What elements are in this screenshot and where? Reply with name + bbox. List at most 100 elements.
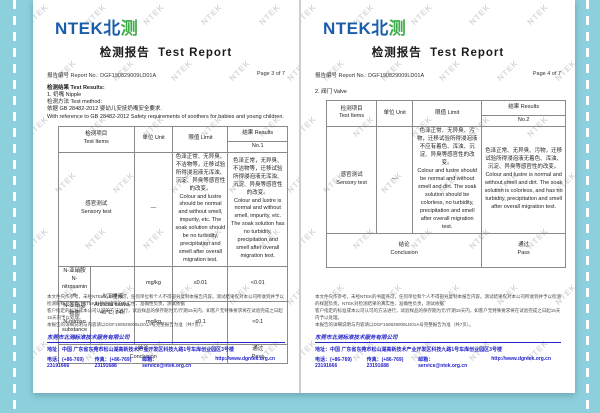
- logo-text-ntek: NTEK: [323, 19, 372, 38]
- cell-nitroso-unit: mg/kg: [133, 301, 174, 345]
- footer-contact-row: 电话：(+86-769) 23191666 传真：(+86-769) 23191…: [47, 356, 285, 369]
- report-sheets: NTEK NTEK NTEK NTEK NTEK NTEK NTEK NTEK NTEK NTEK…: [33, 0, 575, 393]
- header-results: 结果 Results: [227, 125, 288, 142]
- nitrosamine-en: N-nitrosamine: [61, 276, 88, 299]
- report-page-4: NTEK NTEK NTEK NTEK NTEK NTEK NTEK NTEK NTEK NTEK…: [301, 0, 575, 393]
- method-cn: 依据 GB 28482-2012 婴幼儿安抚奶嘴安全要求.: [47, 106, 162, 113]
- cell-sensory-unit: —: [133, 151, 174, 268]
- cell-conclusion-verdict: 通过 Pass: [481, 232, 566, 268]
- sample-line: 1. 奶嘴 Nipple: [47, 92, 82, 99]
- sensory-limit-cn: 色泽正常、无异臭、污物，迁移试验所得浸泡液不应有着色、浑浊、沉淀、异臭等感官性的…: [416, 127, 478, 166]
- disclaimer-line-3: 本报告的详细说明与内容请以DGF190829009LD01A号完整报告为准（共7…: [315, 322, 474, 328]
- nitroso-en2: substances: [61, 327, 88, 341]
- cell-nitroso-name: N-亚硝基物质 N-nitroso substances: [57, 301, 92, 345]
- conclusion-cn: 结论: [398, 242, 410, 249]
- page-title: 检测报告 Test Report: [47, 44, 285, 60]
- cell-nitrosamine-unit: mg/kg: [133, 266, 174, 303]
- footer-tel: 电话：(+86-769) 23191666: [47, 357, 84, 369]
- cell-conclusion-label: 结论 Conclusion: [325, 232, 483, 268]
- footer-website: http://www.dgntek.org.cn: [215, 356, 275, 362]
- report-meta-row: 报告编号 Report No.: DGF190829009LD01A Page …: [47, 71, 285, 79]
- cell-sensory-name: 感官测试 Sensory test: [58, 151, 135, 268]
- sensory-result-en: Colour and lustre is normal and without …: [230, 197, 285, 260]
- footer-address: 地址：中国 广东省东莞市松山湖高新技术产业开发区科技九路1号车库创业园区3号楼: [315, 347, 502, 353]
- cell-sensory-unit: —: [376, 125, 414, 234]
- condition-temp: 40℃, 24h: [100, 309, 125, 316]
- header-results-no: No.2: [481, 115, 566, 127]
- title-en: Test Report: [430, 47, 505, 59]
- sensory-name-en: Sensory test: [80, 209, 112, 216]
- disclaimer-line-1: 本文件只作参考，未经NTEK的书面许可，任何单位和个人不得部分复制本报告内容。测…: [47, 294, 284, 307]
- header-limit: 限值 Limit: [412, 100, 483, 127]
- header-results: 结果 Results: [481, 100, 566, 116]
- sensory-result-cn: 色泽正常、无异臭、污物，迁移试验所得浸泡液无着色、浑浊、沉淀、异臭等感官性的改变…: [485, 147, 563, 170]
- cell-nitrosamine-result: <0.01: [227, 266, 288, 303]
- page-indicator: Page 3 of 7: [256, 71, 285, 77]
- header-test-items-cn: 检测项目: [340, 105, 363, 112]
- header-test-items-en: Test Items: [339, 113, 365, 120]
- nitroso-cn: N-亚硝基物质: [63, 303, 86, 318]
- conclusion-cn: 结论: [137, 345, 149, 352]
- test-results-table-nipple: 检测项目 Test Items 单位 Unit 限值 Limit 结果 Resu…: [57, 125, 288, 364]
- footer-company-name: 东莞市北测标准技术服务有限公司: [315, 333, 561, 343]
- cell-sensory-result: 色泽正常、无异臭、污物，迁移试验所得浸泡液无着色、浑浊、沉淀、异臭等感官性的改变…: [481, 125, 566, 234]
- ntek-logo: NTEK北测: [323, 20, 561, 37]
- report-number: 报告编号 Report No.: DGF190829009LD01A: [315, 73, 425, 79]
- condition-cn: 人工唾液: [101, 293, 124, 300]
- sensory-limit-en: Colour and lustre should be normal and w…: [417, 167, 477, 230]
- section-valve: 2. 阀门 Valve: [315, 89, 347, 95]
- header-test-items: 检测项目 Test Items: [58, 125, 135, 153]
- page-footer: 本文件只作参考，未经NTEK的书面许可，任何单位和个人不得部分复制本报告内容。测…: [315, 294, 561, 369]
- logo-text-bei: 北: [371, 19, 389, 38]
- footer-address: 地址：中国 广东省东莞市松山湖高新技术产业开发区科技九路1号车库创业园区3号楼: [47, 347, 234, 353]
- cell-nitrosamine-name: N-亚硝胺 N-nitrosamine: [57, 266, 92, 303]
- condition-en: Artificial saliva,: [94, 301, 131, 308]
- footer-contact-row: 电话：(+86-769) 23191666 传真：(+86-769) 23191…: [315, 356, 561, 369]
- conclusion-en: Conclusion: [390, 250, 418, 257]
- verdict-en: Pass: [517, 250, 530, 257]
- nitrosamine-cn: N-亚硝胺: [63, 268, 86, 275]
- sensory-name-en: Sensory test: [336, 179, 367, 186]
- page-indicator: Page 4 of 7: [532, 71, 561, 77]
- logo-text-ntek: NTEK: [55, 19, 104, 38]
- page-title: 检测报告 Test Report: [315, 44, 561, 60]
- title-en: Test Report: [158, 47, 233, 59]
- nitroso-en1: N-nitroso: [63, 319, 86, 326]
- test-results-intro: 检测结果 Test Results: 1. 奶嘴 Nipple 检测方法 Tes…: [47, 85, 285, 121]
- footer-email: 邮箱：service@ntek.org.cn: [142, 357, 192, 369]
- sensory-limit-en: Colour and lustre should be normal and w…: [175, 193, 226, 264]
- cell-sensory-limit: 色泽正常、无异臭、污物，迁移试验所得浸泡液不应有着色、浑浊、沉淀、异臭等感官性的…: [412, 125, 483, 234]
- verdict-cn: 通过: [252, 345, 264, 352]
- footer-disclaimer: 本文件只作参考，未经NTEK的书面许可，任何单位和个人不得部分复制本报告内容。测…: [315, 294, 561, 329]
- disclaimer-line-1: 本文件只作参考，未经NTEK的书面许可，任何单位和个人不得部分复制本报告内容。测…: [315, 294, 561, 307]
- cell-sensory-name: 感官测试 Sensory test: [325, 125, 378, 234]
- footer-tel: 电话：(+86-769) 23191666: [315, 357, 352, 369]
- page-footer: 本文件只作参考，未经NTEK的书面许可，任何单位和个人不得部分复制本报告内容。测…: [47, 294, 285, 369]
- footer-email: 邮箱：service@ntek.org.cn: [418, 357, 468, 369]
- disclaimer-line-2: 客户指定的标准或本公司认可的方法进行，试验样品的保存期为元/斤期15天内，如客户…: [47, 308, 283, 321]
- frame-dashed-line-right: [586, 0, 589, 413]
- cell-nitrosamine-limit: ≤0.01: [172, 266, 229, 303]
- ntek-logo: NTEK北测: [55, 20, 285, 37]
- header-results-no: No.1: [227, 140, 288, 153]
- header-unit: 单位 Unit: [376, 100, 414, 127]
- header-unit: 单位 Unit: [133, 125, 174, 153]
- frame-dashed-line-left: [13, 0, 16, 413]
- logo-text-ce: 测: [388, 19, 407, 38]
- test-results-table-valve: 检测项目 Test Items 单位 Unit 限值 Limit 结果 Resu…: [325, 100, 566, 268]
- sensory-result-en: Colour and lustre is normal and without …: [484, 171, 563, 210]
- method-label: 检测方法 Test method:: [47, 99, 103, 106]
- header-test-items-en: Test Items: [83, 139, 109, 146]
- cell-sensory-result: 色泽正常，无异臭、不洁物等，迁移试验所得浸泡液无浑浊、沉淀、异臭等感官性的改变。…: [227, 151, 288, 268]
- cell-conclusion-label: 结论 Conclusion: [57, 343, 229, 364]
- report-page-3: NTEK NTEK NTEK NTEK NTEK NTEK NTEK NTEK NTEK NTEK…: [33, 0, 299, 393]
- sensory-result-cn: 色泽正常，无异臭、不洁物等，迁移试验所得浸泡液无浑浊、沉淀、异臭等感官性的改变。: [232, 157, 283, 196]
- verdict-en: Pass: [251, 353, 264, 360]
- footer-fax: 传真：(+86-769) 23191688: [94, 357, 132, 369]
- footer-company-name: 东莞市北测标准技术服务有限公司: [47, 333, 285, 343]
- verdict-cn: 通过: [518, 242, 530, 249]
- cell-sensory-limit: 色泽正常、无异臭、不洁物等，迁移试验所得浸泡液无浑浊、沉淀、异臭等感官性的改变。…: [172, 151, 229, 268]
- title-cn: 检测报告: [371, 47, 422, 59]
- title-cn: 检测报告: [99, 47, 150, 59]
- disclaimer-line-2: 客户指定的标准或本公司认可的方法进行，试验样品的保存期为元/斤期15天内，如客户…: [315, 308, 561, 321]
